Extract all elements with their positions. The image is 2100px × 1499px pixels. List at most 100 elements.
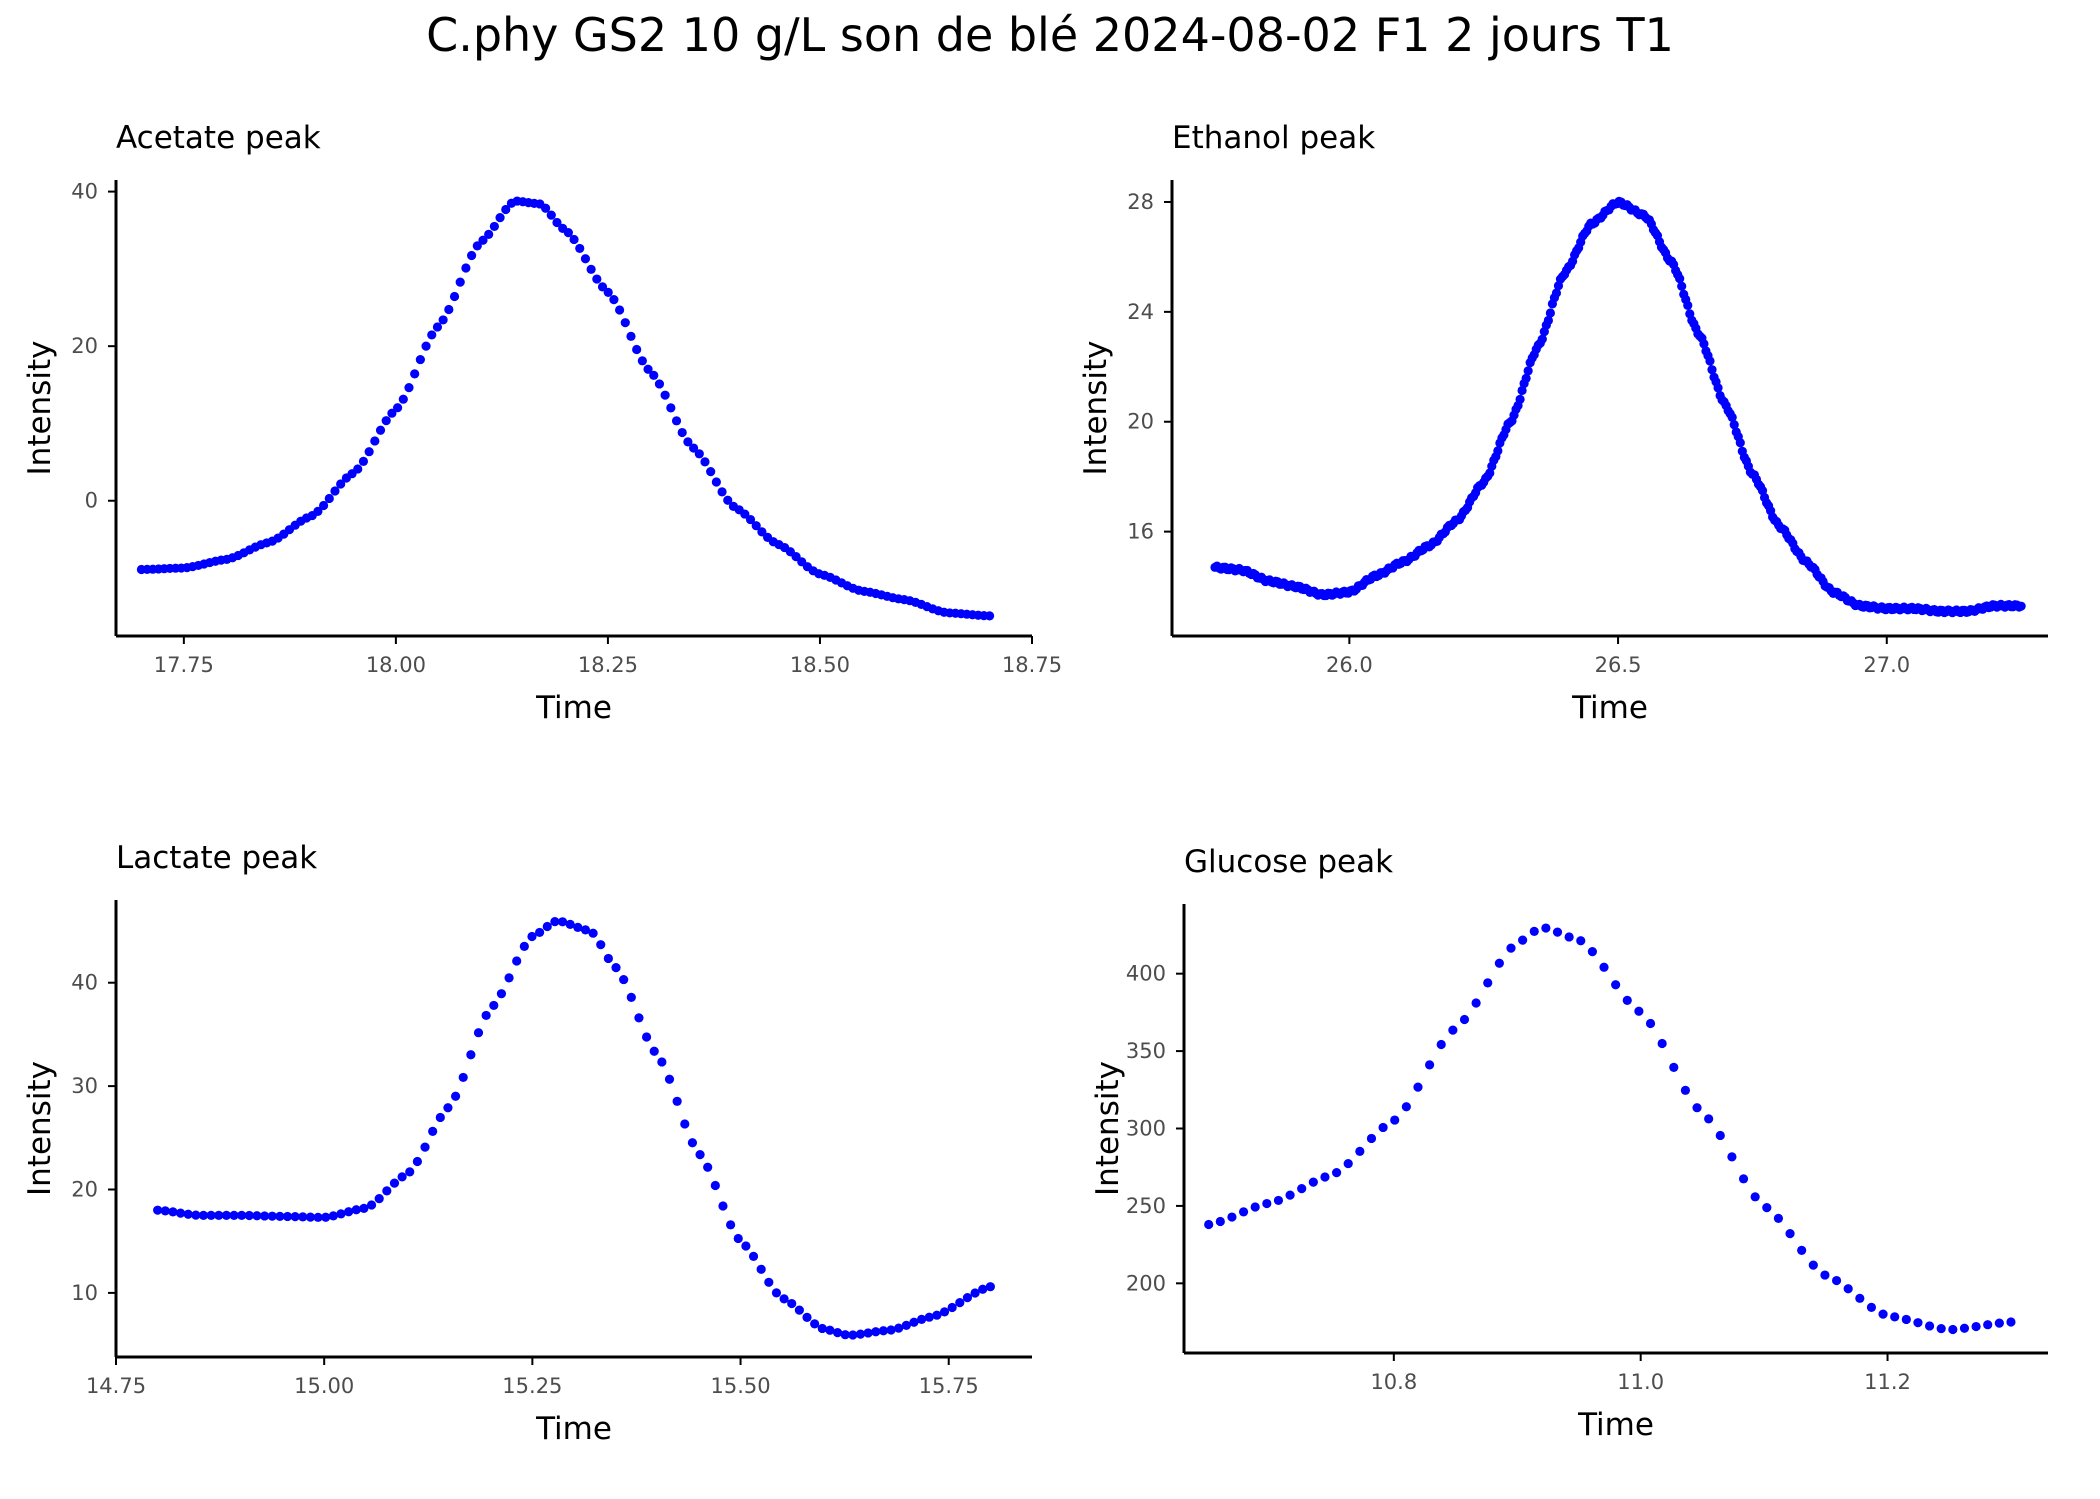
- data-point: [160, 1206, 170, 1216]
- data-point: [741, 1241, 751, 1251]
- data-point: [397, 1172, 407, 1182]
- y-tick-label: 400: [1126, 962, 1166, 986]
- data-point: [449, 291, 460, 302]
- data-point: [565, 919, 575, 929]
- data-point: [319, 500, 329, 511]
- y-tick-label: 200: [1126, 1271, 1166, 1295]
- data-point: [1436, 1039, 1446, 1050]
- y-axis-label: Intensity: [1090, 1061, 1126, 1196]
- data-point: [603, 953, 613, 964]
- data-point: [1948, 1324, 1958, 1335]
- x-tick-label: 26.5: [1595, 653, 1642, 677]
- data-point: [611, 963, 621, 973]
- data-point: [1459, 1014, 1470, 1025]
- data-point: [370, 436, 380, 446]
- data-point: [592, 274, 602, 284]
- data-point: [351, 1205, 361, 1215]
- data-point: [1483, 978, 1493, 988]
- data-point: [1515, 394, 1525, 405]
- data-point: [244, 1210, 254, 1221]
- data-point: [688, 443, 699, 453]
- x-tick-label: 10.8: [1370, 1370, 1417, 1394]
- data-point: [496, 989, 507, 999]
- data-point: [626, 992, 636, 1002]
- data-point: [1657, 1038, 1667, 1049]
- data-point: [461, 263, 471, 273]
- y-tick-label: 20: [71, 1178, 98, 1202]
- data-point: [677, 427, 687, 438]
- x-tick-label: 15.25: [502, 1374, 562, 1398]
- y-tick-label: 20: [71, 334, 98, 358]
- x-axis-label: Time: [535, 1411, 612, 1447]
- data-point: [275, 1211, 285, 1221]
- data-point: [1878, 1309, 1888, 1319]
- data-point: [687, 1138, 698, 1148]
- data-point: [359, 1203, 369, 1213]
- data-point: [191, 1210, 201, 1220]
- data-point: [1855, 1293, 1865, 1303]
- x-tick-label: 11.2: [1864, 1370, 1911, 1394]
- data-point: [751, 521, 761, 531]
- data-point: [229, 1210, 239, 1220]
- data-point: [1936, 1323, 1946, 1334]
- data-point: [643, 364, 653, 374]
- data-point: [794, 1305, 804, 1315]
- data-point: [374, 1194, 384, 1204]
- data-point: [711, 477, 721, 487]
- data-point: [1413, 1082, 1423, 1092]
- data-point: [1493, 446, 1503, 456]
- data-point: [947, 1302, 957, 1313]
- data-point: [917, 1314, 927, 1324]
- data-point: [2016, 601, 2026, 611]
- data-point: [1518, 935, 1528, 945]
- data-point: [1705, 356, 1715, 366]
- data-point: [1983, 1320, 1993, 1330]
- data-point: [932, 1310, 942, 1320]
- data-point: [481, 1010, 491, 1021]
- data-point: [1704, 1114, 1714, 1124]
- data-point: [634, 1013, 644, 1023]
- data-point: [2006, 1317, 2016, 1327]
- data-point: [764, 1277, 774, 1287]
- data-point: [1692, 1103, 1702, 1113]
- data-point: [398, 394, 408, 404]
- data-point: [660, 390, 670, 400]
- data-point: [1273, 1195, 1284, 1206]
- data-point: [535, 927, 545, 938]
- data-point: [1735, 438, 1745, 448]
- data-point: [700, 457, 710, 467]
- data-point: [657, 1057, 667, 1067]
- data-point: [404, 382, 414, 393]
- data-point: [1448, 1025, 1458, 1035]
- data-point: [382, 1186, 392, 1196]
- y-axis-label: Intensity: [1078, 341, 1114, 476]
- data-point: [1262, 1198, 1272, 1209]
- data-point: [886, 1325, 896, 1335]
- x-tick-label: 15.75: [919, 1374, 979, 1398]
- data-point: [1971, 1321, 1981, 1332]
- data-point: [313, 506, 323, 516]
- data-point: [501, 204, 511, 215]
- data-point: [375, 425, 386, 435]
- y-tick-label: 20: [1127, 410, 1154, 434]
- data-point: [1297, 1184, 1307, 1194]
- data-point: [330, 486, 340, 496]
- data-point: [909, 1317, 919, 1327]
- data-point: [924, 1312, 934, 1322]
- data-point: [1729, 420, 1739, 430]
- data-point: [978, 1284, 988, 1294]
- data-point: [387, 408, 397, 418]
- data-point: [1545, 308, 1555, 318]
- data-point: [1843, 1284, 1853, 1294]
- data-point: [298, 1212, 308, 1222]
- data-point: [237, 1210, 247, 1220]
- data-point: [1820, 1270, 1830, 1280]
- data-point: [512, 956, 522, 966]
- x-axis-label: Time: [1571, 690, 1648, 726]
- data-point: [586, 264, 596, 274]
- data-point: [748, 1251, 759, 1261]
- data-point: [666, 403, 676, 413]
- data-point: [848, 1330, 858, 1340]
- data-point: [1901, 1314, 1911, 1325]
- x-tick-label: 18.75: [1002, 653, 1062, 677]
